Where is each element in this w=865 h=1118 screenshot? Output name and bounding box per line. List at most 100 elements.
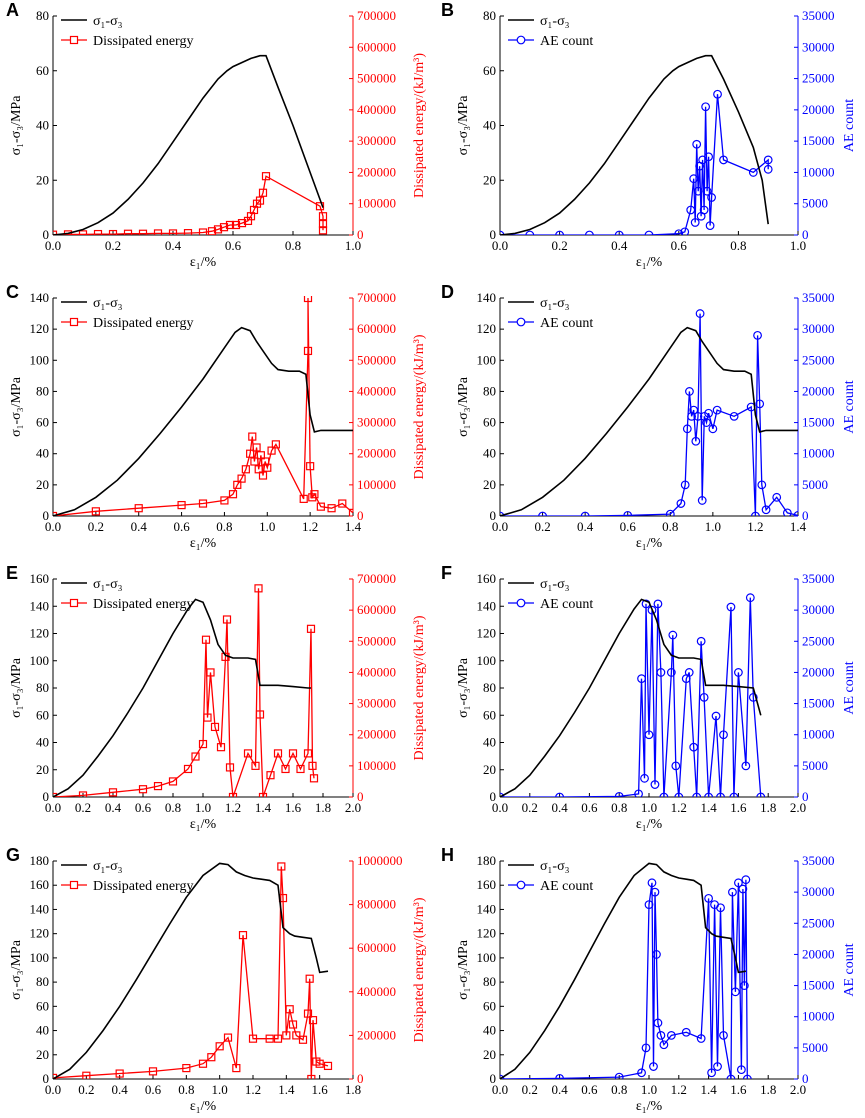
data-point — [288, 749, 298, 758]
data-point — [299, 494, 308, 503]
x-tick-label: 0.6 — [581, 1082, 598, 1097]
x-tick-label: 0.4 — [165, 238, 182, 253]
data-point — [702, 186, 712, 196]
y2-tick-label: 100000 — [357, 196, 396, 211]
data-point — [748, 692, 758, 702]
stress-curve — [53, 862, 329, 1079]
data-point — [697, 496, 707, 505]
data-point — [555, 230, 564, 235]
x-tick-label: 0.8 — [730, 238, 746, 253]
x-tick-label: 0.8 — [611, 1082, 627, 1097]
data-point — [704, 408, 713, 418]
plot-area — [500, 862, 752, 1079]
data-point — [689, 405, 699, 415]
secondary-series-line — [500, 879, 748, 1079]
y2-axis-label: AE count — [842, 380, 857, 433]
y-axis-label: σ₁-σ₃/MPa — [9, 95, 24, 156]
data-point — [198, 499, 208, 508]
data-point — [772, 492, 782, 502]
data-point — [757, 480, 767, 490]
data-point — [285, 1005, 294, 1014]
secondary-series-line — [53, 175, 324, 235]
data-point — [555, 1073, 564, 1079]
y-tick-label: 0 — [490, 1071, 497, 1086]
data-point — [686, 205, 696, 215]
data-point — [634, 789, 643, 797]
data-point — [282, 1031, 291, 1040]
legend-stress-label: σ₁-σ₃ — [540, 14, 570, 29]
x-tick-label: 0.0 — [45, 800, 61, 815]
panel-letter: D — [441, 282, 454, 302]
y2-tick-label: 500000 — [357, 633, 396, 648]
y-tick-label: 20 — [36, 477, 49, 492]
y2-tick-label: 400000 — [357, 984, 396, 999]
x-tick-label: 1.4 — [790, 519, 807, 534]
y2-axis-label: Dissipated energy/(kJ/m³) — [412, 897, 427, 1042]
y2-tick-label: 600000 — [357, 321, 396, 336]
y2-tick-label: 700000 — [357, 8, 396, 23]
data-point — [309, 774, 319, 783]
data-point — [696, 1034, 706, 1043]
y-tick-label: 120 — [30, 321, 50, 336]
x-axis-label: ε₁/% — [636, 1099, 663, 1114]
x-tick-label: 1.0 — [345, 238, 361, 253]
y-tick-label: 100 — [30, 352, 50, 367]
data-point — [327, 504, 336, 513]
data-point — [704, 893, 713, 903]
data-point — [726, 602, 736, 612]
data-point — [148, 1067, 158, 1076]
data-point — [265, 1034, 274, 1043]
x-tick-label: 1.0 — [259, 519, 275, 534]
y2-tick-label: 0 — [802, 1071, 809, 1086]
plot-area — [500, 593, 766, 797]
y2-tick-label: 30000 — [802, 602, 835, 617]
y-tick-label: 100 — [477, 653, 497, 668]
data-point — [755, 399, 765, 409]
y2-tick-label: 700000 — [357, 290, 396, 305]
data-point — [177, 501, 186, 510]
data-point — [687, 411, 696, 421]
data-point — [241, 465, 250, 474]
plot-area — [53, 54, 328, 235]
x-tick-label: 0.6 — [671, 238, 688, 253]
y-tick-label: 0 — [490, 789, 497, 804]
secondary-series-line — [500, 313, 798, 516]
data-point — [653, 599, 663, 609]
data-point — [644, 900, 654, 909]
data-point — [252, 443, 261, 452]
data-point — [685, 387, 694, 396]
y2-tick-label: 300000 — [357, 696, 396, 711]
plot-area — [53, 862, 333, 1079]
x-tick-label: 0.0 — [492, 238, 508, 253]
y2-tick-label: 600000 — [357, 940, 396, 955]
legend-marker — [516, 317, 526, 327]
x-axis-label: ε₁/% — [190, 536, 217, 551]
y2-tick-label: 800000 — [357, 897, 396, 912]
y-tick-label: 100 — [30, 950, 50, 965]
data-point — [250, 457, 259, 466]
data-point — [742, 1074, 752, 1079]
legend-secondary-label: AE count — [540, 34, 593, 49]
y-tick-label: 180 — [30, 853, 50, 868]
y2-tick-label: 200000 — [357, 1027, 396, 1042]
legend-marker — [69, 598, 79, 608]
legend-stress-label: σ₁-σ₃ — [93, 296, 123, 311]
stress-curve — [500, 598, 762, 797]
y-tick-label: 0 — [43, 789, 50, 804]
data-point — [793, 510, 798, 516]
y-tick-label: 0 — [43, 1071, 50, 1086]
data-point — [782, 508, 792, 516]
x-tick-label: 0.0 — [45, 519, 61, 534]
data-point — [273, 749, 283, 758]
x-tick-label: 0.2 — [551, 238, 567, 253]
y-tick-label: 60 — [36, 707, 49, 722]
data-point — [254, 465, 263, 474]
data-point — [201, 635, 211, 644]
data-point — [183, 229, 193, 235]
data-point — [649, 1062, 658, 1071]
x-tick-label: 0.4 — [112, 1082, 129, 1097]
y2-tick-label: 300000 — [357, 133, 396, 148]
y-tick-label: 80 — [483, 680, 496, 695]
y2-tick-label: 400000 — [357, 383, 396, 398]
legend-stress-label: σ₁-σ₃ — [540, 296, 570, 311]
